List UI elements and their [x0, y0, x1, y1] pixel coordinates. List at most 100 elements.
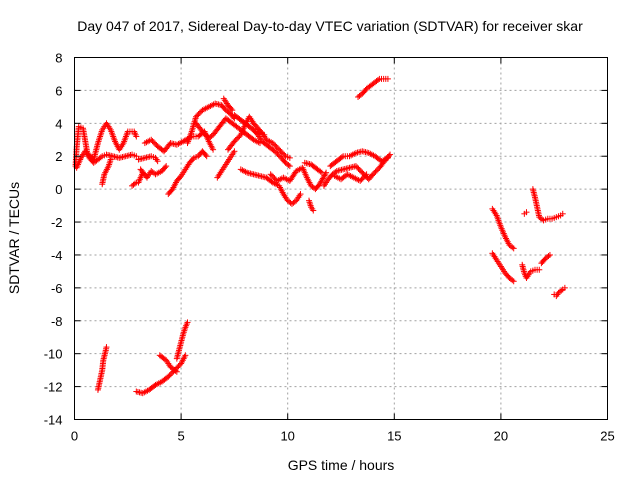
data-point: [152, 140, 159, 147]
data-point: [322, 171, 329, 178]
data-point: [229, 107, 236, 114]
data-point: [357, 177, 364, 184]
data-point: [286, 163, 293, 170]
data-point: [194, 112, 201, 119]
y-tick-label: 6: [55, 83, 62, 98]
data-point: [271, 148, 278, 155]
data-point: [150, 139, 157, 146]
grid: [74, 57, 608, 420]
data-point: [369, 171, 376, 178]
data-point: [277, 147, 284, 154]
y-tick-label: -10: [44, 347, 63, 362]
data-point: [546, 251, 553, 258]
y-tick-label: -6: [51, 281, 63, 296]
data-point: [172, 367, 179, 374]
y-tick-label: 0: [55, 182, 62, 197]
data-point: [270, 173, 277, 180]
data-point: [352, 163, 359, 170]
data-point: [359, 175, 366, 182]
data-point: [361, 173, 368, 180]
data-point: [268, 172, 275, 179]
data-point: [202, 151, 209, 158]
y-tick-label: -8: [51, 314, 63, 329]
data-point: [231, 148, 238, 155]
y-tick-label: -14: [44, 413, 63, 428]
data-point: [523, 209, 530, 216]
data-point: [201, 131, 208, 138]
data-point: [271, 141, 278, 148]
data-point: [133, 133, 140, 140]
data-point: [184, 319, 191, 326]
data-point: [545, 253, 552, 260]
data-point: [310, 207, 317, 214]
y-tick-labels: -14 -12 -10 -8 -6 -4 -2 0 2 4 6 8: [44, 51, 63, 428]
data-point: [272, 142, 279, 149]
y-tick-label: 2: [55, 149, 62, 164]
data-point: [107, 156, 114, 163]
x-tick-label: 15: [387, 429, 401, 444]
data-point: [235, 134, 242, 141]
data-point: [373, 167, 380, 174]
data-point: [280, 150, 287, 157]
data-point: [199, 128, 206, 135]
data-point: [536, 266, 543, 273]
y-tick-label: 8: [55, 51, 62, 66]
data-point: [363, 171, 370, 178]
data-point: [148, 136, 155, 143]
data-point: [510, 245, 517, 252]
y-tick-label: 4: [55, 116, 62, 131]
data-point: [285, 162, 292, 169]
data-point: [166, 141, 173, 148]
x-tick-label: 25: [600, 429, 614, 444]
data-point: [358, 168, 365, 175]
data-point: [510, 278, 517, 285]
x-axis-label: GPS time / hours: [288, 457, 395, 473]
data-point: [297, 191, 304, 198]
data-point: [200, 129, 207, 136]
data-point: [166, 372, 173, 379]
x-tick-labels: 0 5 10 15 20 25: [71, 429, 615, 444]
data-point: [372, 168, 379, 175]
data-point: [210, 146, 217, 153]
data-point: [318, 169, 325, 176]
data-point: [278, 149, 285, 156]
data-point: [167, 371, 174, 378]
data-point: [509, 244, 516, 251]
data-point: [189, 156, 196, 163]
data-point: [269, 140, 276, 147]
data-point: [509, 277, 516, 284]
data-point: [165, 373, 172, 380]
data-point: [154, 158, 161, 165]
data-point: [332, 169, 339, 176]
data-point: [362, 172, 369, 179]
data-point: [97, 154, 104, 161]
x-tick-label: 10: [280, 429, 294, 444]
data-point: [371, 170, 378, 177]
data-point: [273, 144, 280, 151]
y-axis-label: SDTVAR / TECUs: [6, 182, 22, 294]
chart-title: Day 047 of 2017, Sidereal Day-to-day VTE…: [77, 18, 583, 34]
data-point: [355, 165, 362, 172]
axis-ticks: [74, 57, 608, 420]
data-point: [193, 113, 200, 120]
data-point: [203, 153, 210, 160]
data-point: [558, 287, 565, 294]
data-point: [359, 169, 366, 176]
y-tick-label: -4: [51, 248, 63, 263]
data-point: [281, 151, 288, 158]
x-tick-label: 0: [71, 429, 78, 444]
y-tick-label: -12: [44, 380, 63, 395]
y-tick-label: -2: [51, 215, 63, 230]
data-point: [203, 132, 210, 139]
data-point: [274, 150, 281, 157]
data-point: [338, 154, 345, 161]
data-point: [374, 76, 381, 83]
data-point: [276, 146, 283, 153]
data-point: [163, 163, 170, 170]
data-point: [274, 145, 281, 152]
data-point: [133, 153, 140, 160]
data-point: [384, 154, 391, 161]
data-point: [273, 149, 280, 156]
data-point: [233, 135, 240, 142]
